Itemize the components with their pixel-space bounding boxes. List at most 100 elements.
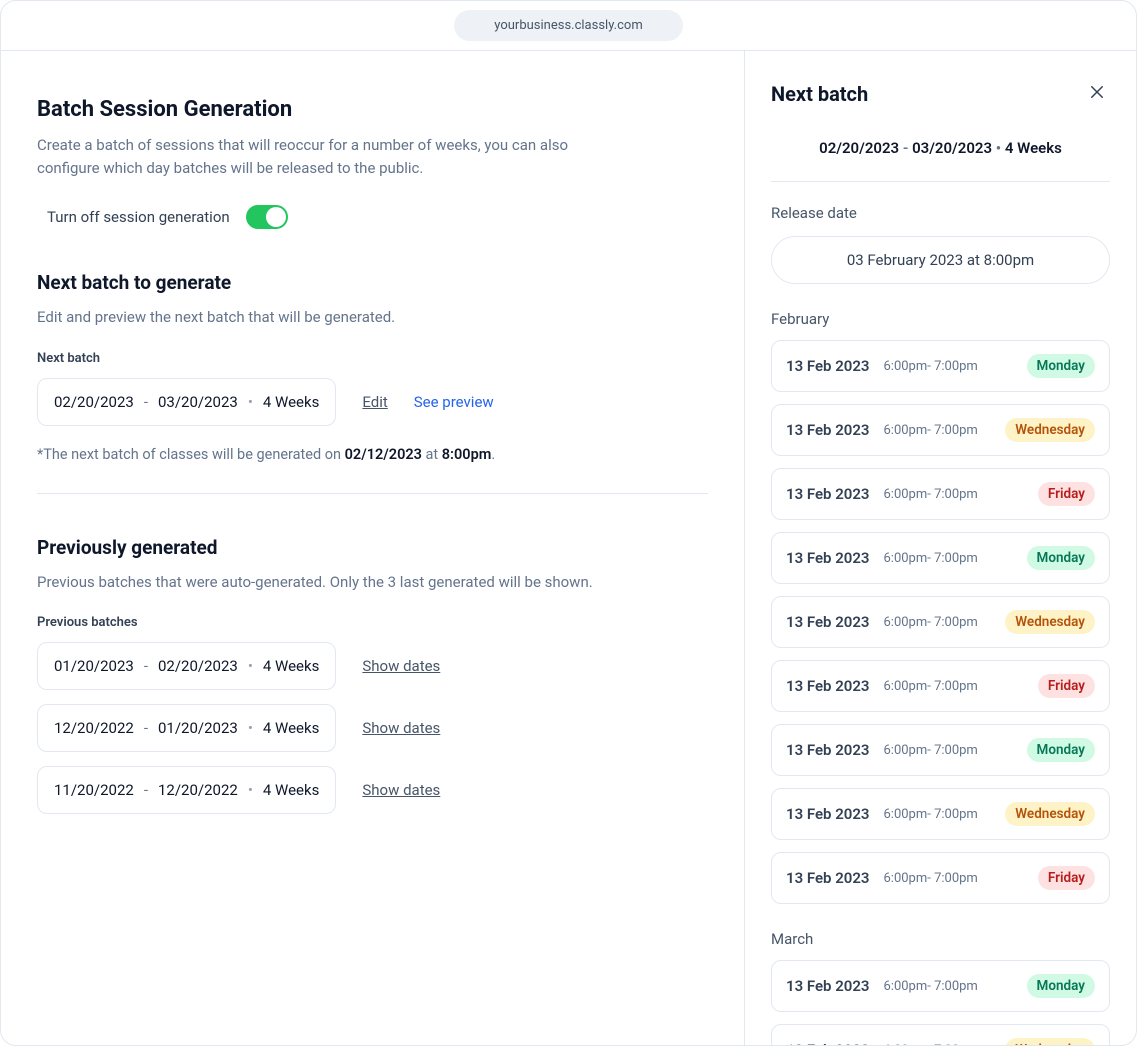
side-range-to: 03/20/2023: [912, 139, 992, 157]
range-dot: •: [248, 719, 253, 737]
side-header: Next batch: [771, 79, 1110, 109]
session-card[interactable]: 13 Feb 20236:00pm- 7:00pmMonday: [771, 340, 1110, 392]
next-batch-duration: 4 Weeks: [263, 393, 319, 411]
previous-batch-row: 12/20/2022-01/20/2023•4 WeeksShow dates: [37, 704, 708, 752]
prev-duration: 4 Weeks: [263, 781, 319, 799]
generation-hint: *The next batch of classes will be gener…: [37, 446, 708, 463]
session-time: 6:00pm- 7:00pm: [883, 743, 1012, 758]
prev-to: 12/20/2022: [158, 781, 238, 799]
range-separator: -: [144, 393, 148, 411]
session-card[interactable]: 13 Feb 2023 6:00pm- 7:00pm Monday: [771, 532, 1110, 584]
session-time: 6:00pm- 7:00pm: [883, 615, 991, 630]
hint-suffix: .: [491, 446, 495, 463]
prev-from: 12/20/2022: [54, 719, 134, 737]
session-list: 13 Feb 20236:00pm- 7:00pmMonday13 Feb 20…: [771, 340, 1110, 904]
side-divider: [771, 181, 1110, 182]
range-separator: -: [903, 139, 909, 157]
month-label: March: [771, 930, 1110, 948]
previous-batch-box: 12/20/2022-01/20/2023•4 Weeks: [37, 704, 336, 752]
app-frame: yourbusiness.classly.com Batch Session G…: [0, 0, 1137, 1046]
show-dates-button[interactable]: Show dates: [362, 781, 440, 799]
session-date: 13 Feb 2023: [786, 549, 869, 567]
hint-at: at: [422, 446, 442, 463]
range-dot: •: [996, 139, 1001, 157]
session-generation-toggle[interactable]: [246, 205, 288, 229]
side-range-duration: 4 Weeks: [1005, 139, 1062, 157]
session-time: 6:00pm- 7:00pm: [883, 871, 1023, 886]
session-card[interactable]: 13 Feb 20236:00pm- 7:00pmWednesday: [771, 788, 1110, 840]
main-panel: Batch Session Generation Create a batch …: [1, 51, 744, 1045]
toggle-row: Turn off session generation: [37, 205, 708, 229]
session-time: 6:00pm- 7:00pm: [883, 359, 1012, 374]
previous-batch-row: 11/20/2022-12/20/2022•4 Weeks Show dates: [37, 766, 708, 814]
previous-batch-row: 01/20/2023-02/20/2023•4 Weeks Show dates: [37, 642, 708, 690]
session-date: 13 Feb 2023: [786, 677, 869, 695]
next-batch-from: 02/20/2023: [54, 393, 134, 411]
day-pill: Wednesday: [1005, 418, 1095, 442]
session-date: 13 Feb 2023: [786, 741, 869, 759]
prev-desc: Previous batches that were auto-generate…: [37, 571, 597, 594]
prev-label: Previous batches: [37, 615, 708, 630]
session-time: 6:00pm- 7:00pm: [883, 679, 1023, 694]
session-time: 6:00pm- 7:00pm: [883, 551, 1012, 566]
day-pill: Monday: [1027, 354, 1095, 378]
side-range-from: 02/20/2023: [819, 139, 899, 157]
day-pill: Monday: [1027, 546, 1095, 570]
edit-button[interactable]: Edit: [362, 393, 387, 411]
session-card[interactable]: 13 Feb 2023 6:00pm- 7:00pm Friday: [771, 660, 1110, 712]
previous-batch-box: 11/20/2022-12/20/2022•4 Weeks: [37, 766, 336, 814]
session-card[interactable]: 13 Feb 2023 6:00pm- 7:00pm Wednesday: [771, 1024, 1110, 1045]
prev-heading: Previously generated: [37, 536, 708, 559]
prev-to: 02/20/2023: [158, 657, 238, 675]
see-preview-button[interactable]: See preview: [414, 393, 494, 411]
session-date: 13 Feb 2023: [786, 485, 869, 503]
browser-topbar: yourbusiness.classly.com: [1, 1, 1136, 51]
session-time: 6:00pm- 7:00pm: [883, 1043, 991, 1046]
side-title: Next batch: [771, 82, 868, 106]
content-split: Batch Session Generation Create a batch …: [1, 51, 1136, 1045]
session-card[interactable]: 13 Feb 2023 6:00pm- 7:00pm Wednesday: [771, 404, 1110, 456]
address-bar[interactable]: yourbusiness.classly.com: [454, 10, 682, 41]
release-date-value[interactable]: 03 February 2023 at 8:00pm: [771, 236, 1110, 284]
month-label: February: [771, 310, 1110, 328]
session-card[interactable]: 13 Feb 20236:00pm- 7:00pmMonday: [771, 960, 1110, 1012]
hint-time: 8:00pm: [442, 446, 492, 463]
day-pill: Wednesday: [1005, 610, 1095, 634]
day-pill: Friday: [1038, 482, 1095, 506]
next-batch-box: 02/20/2023 - 03/20/2023 • 4 Weeks: [37, 378, 336, 426]
session-card[interactable]: 13 Feb 20236:00pm- 7:00pmFriday: [771, 468, 1110, 520]
day-pill: Monday: [1027, 738, 1095, 762]
show-dates-button[interactable]: Show dates: [362, 719, 440, 737]
session-card[interactable]: 13 Feb 20236:00pm- 7:00pmWednesday: [771, 596, 1110, 648]
previous-batches-list: 01/20/2023-02/20/2023•4 WeeksShow dates1…: [37, 642, 708, 814]
hint-date: 02/12/2023: [345, 446, 422, 463]
session-time: 6:00pm- 7:00pm: [883, 979, 1012, 994]
hint-prefix: *The next batch of classes will be gener…: [37, 446, 345, 463]
page-description: Create a batch of sessions that will reo…: [37, 134, 597, 179]
close-button[interactable]: [1084, 79, 1110, 109]
session-card[interactable]: 13 Feb 2023 6:00pm- 7:00pm Monday: [771, 724, 1110, 776]
day-pill: Wednesday: [1005, 1038, 1095, 1045]
previous-batch-box: 01/20/2023-02/20/2023•4 Weeks: [37, 642, 336, 690]
page-title: Batch Session Generation: [37, 97, 708, 122]
next-batch-heading: Next batch to generate: [37, 271, 708, 294]
session-time: 6:00pm- 7:00pm: [883, 423, 991, 438]
section-divider: [37, 493, 708, 494]
prev-from: 01/20/2023: [54, 657, 134, 675]
toggle-label: Turn off session generation: [47, 208, 230, 226]
next-batch-to: 03/20/2023: [158, 393, 238, 411]
prev-duration: 4 Weeks: [263, 719, 319, 737]
session-card[interactable]: 13 Feb 20236:00pm- 7:00pmFriday: [771, 852, 1110, 904]
session-date: 13 Feb 2023: [786, 421, 869, 439]
session-date: 13 Feb 2023: [786, 977, 869, 995]
show-dates-button[interactable]: Show dates: [362, 657, 440, 675]
day-pill: Friday: [1038, 674, 1095, 698]
range-separator: -: [144, 781, 148, 799]
range-dot: •: [248, 393, 253, 411]
prev-duration: 4 Weeks: [263, 657, 319, 675]
close-icon: [1088, 83, 1106, 101]
session-list: 13 Feb 20236:00pm- 7:00pmMonday13 Feb 20…: [771, 960, 1110, 1045]
release-date-label: Release date: [771, 204, 1110, 222]
months-container: February13 Feb 20236:00pm- 7:00pmMonday1…: [771, 310, 1110, 1045]
session-date: 13 Feb 2023: [786, 1041, 869, 1045]
